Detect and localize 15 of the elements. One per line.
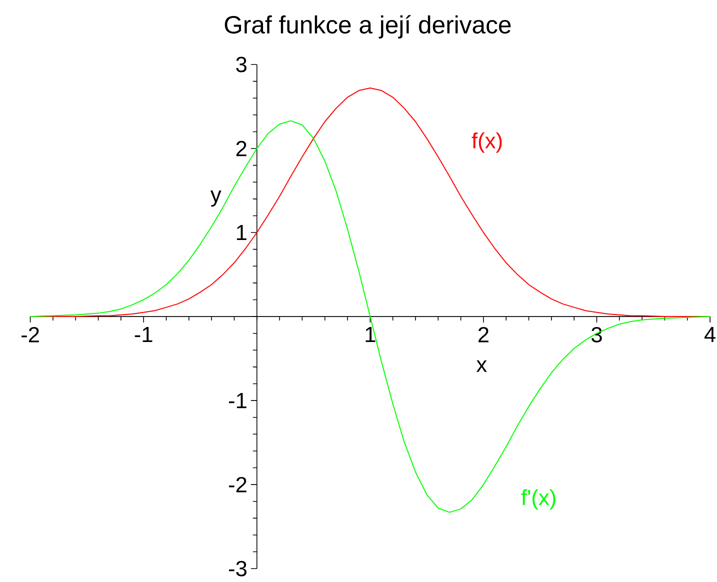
x-tick-label: 4	[704, 326, 716, 342]
x-axis-title: x	[476, 360, 487, 372]
x-tick-label: -1	[134, 326, 152, 342]
y-tick-label: -2	[229, 476, 246, 492]
x-tick-label: 2	[478, 326, 488, 342]
y-tick-label: 1	[236, 224, 246, 240]
x-tick-label: -2	[22, 326, 39, 342]
y-axis-title: y	[210, 190, 222, 206]
series-label: f(x)	[472, 132, 502, 153]
chart-title: Graf funkce a její derivace	[224, 14, 511, 38]
y-tick-label: -3	[229, 560, 246, 576]
series-label: f'(x)	[521, 489, 556, 510]
y-tick-label: 3	[236, 56, 246, 72]
y-tick-label: -1	[229, 392, 246, 408]
y-tick-label: 2	[236, 140, 246, 156]
